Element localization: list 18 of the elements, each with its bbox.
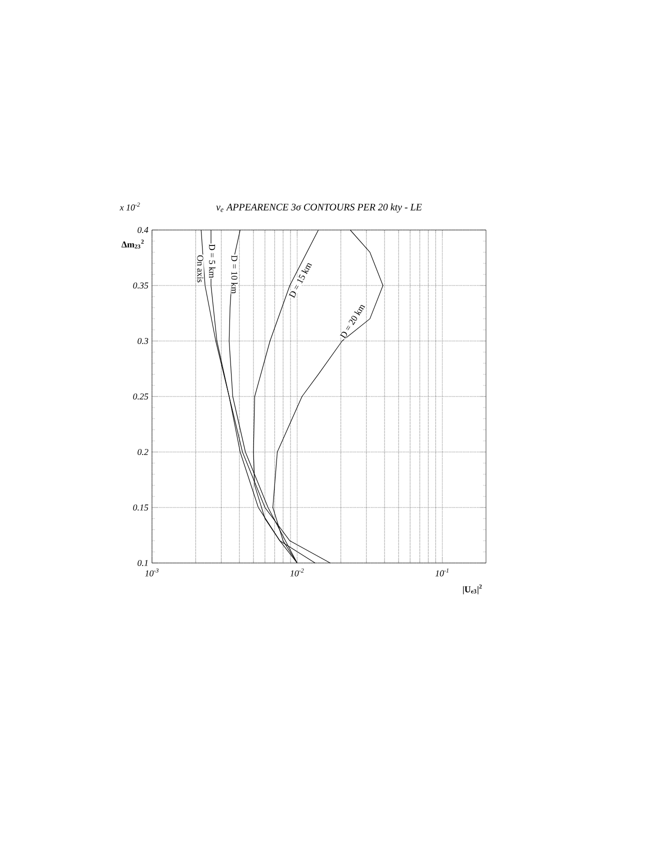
y-tick-label: 0.35: [133, 282, 148, 289]
y-tick-label: 0.25: [133, 393, 148, 400]
chart-title: ν$_{e}$ APPEARENCE 3σ CONTOURS PER 20 kty - LE: [216, 203, 422, 213]
annotation: D = 10 km: [231, 255, 238, 294]
annotation: D = 5 km: [209, 244, 216, 278]
y-tick-label: 0.4: [138, 226, 148, 234]
x-tick-label: 10$^{-2}$: [290, 568, 304, 576]
annotation: D = 20 km: [340, 304, 366, 339]
x-axis-title: |U$_{e3}$|$^{2}$: [463, 584, 482, 594]
x-tick-label: 10$^{-3}$: [145, 568, 159, 576]
annotation: On axis: [197, 255, 204, 282]
x-tick-label: 10$^{-1}$: [435, 568, 448, 576]
y-tick-label: 0.2: [138, 448, 148, 456]
y-tick-label: 0.3: [138, 338, 148, 344]
annotation: D = 15 km: [288, 263, 312, 298]
y-tick-label: 0.15: [133, 504, 148, 511]
y-tick-label: 0.1: [138, 560, 148, 566]
text: x 10$^{-2}$: [120, 202, 140, 210]
